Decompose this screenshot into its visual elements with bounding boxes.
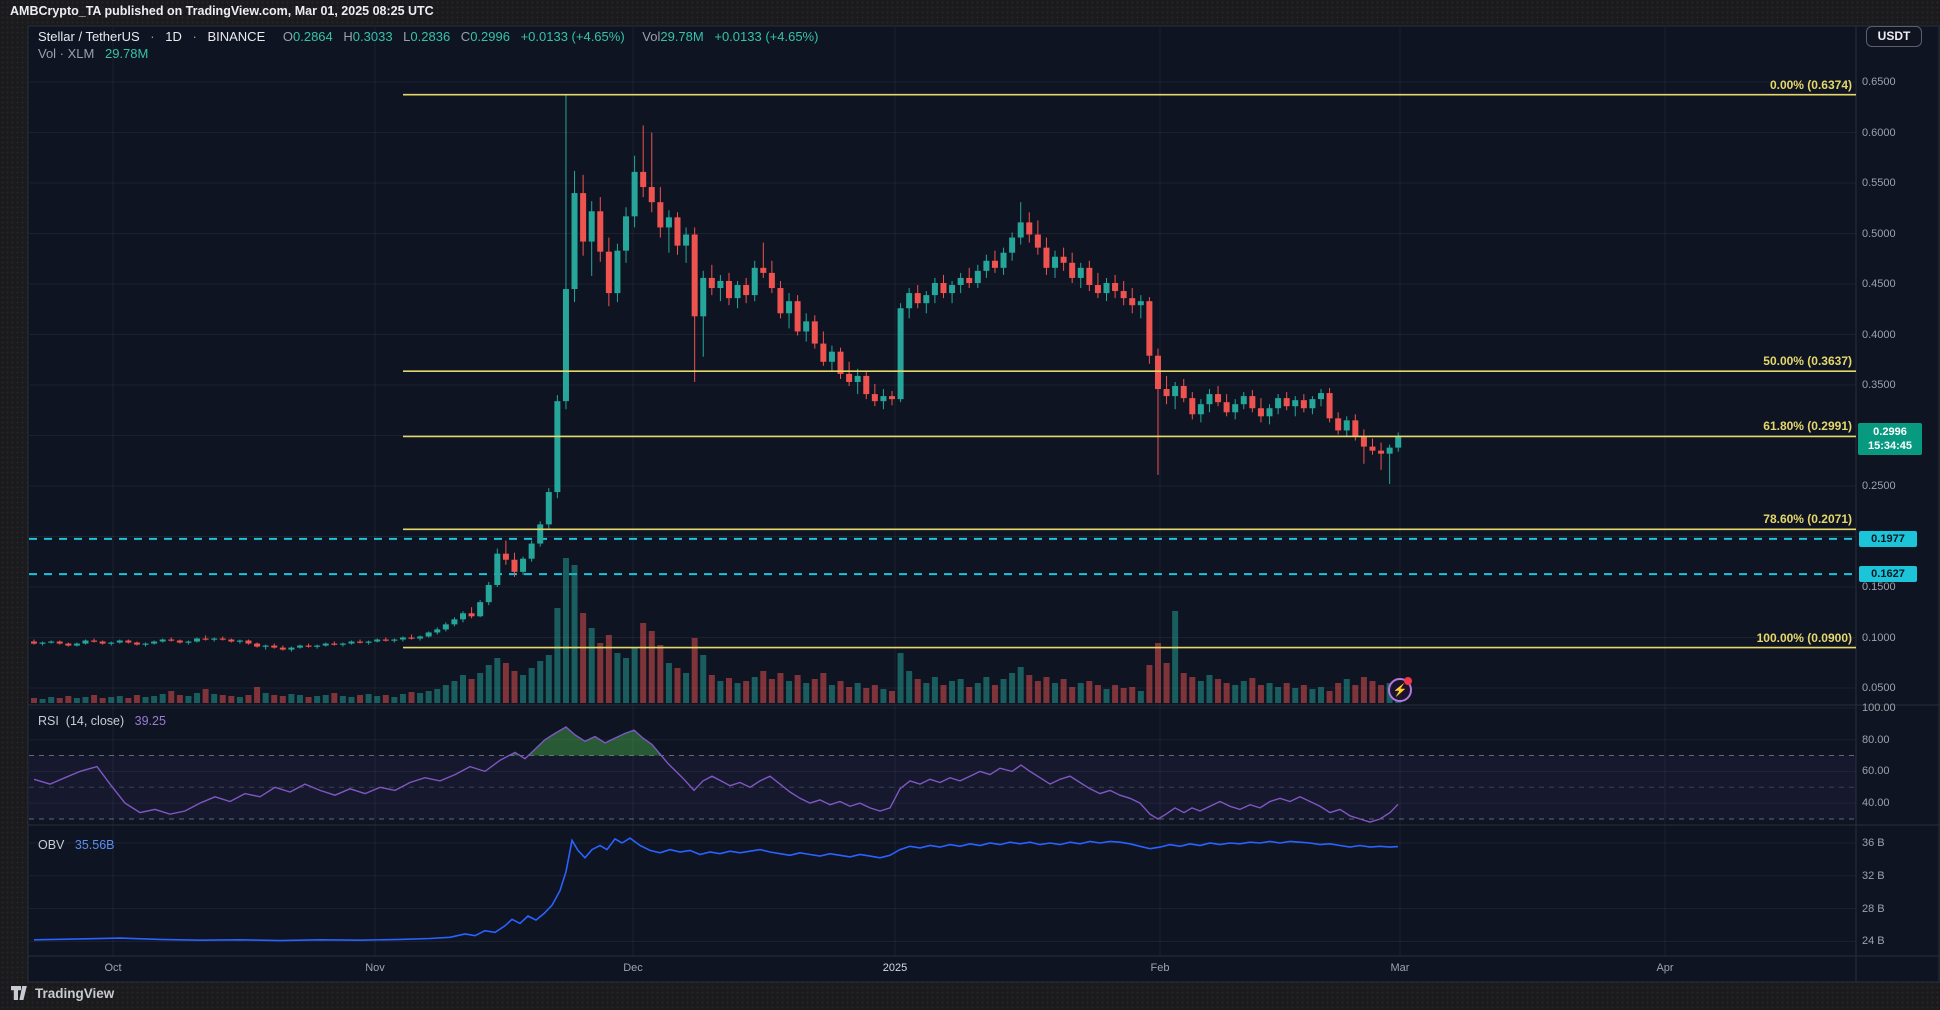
support-level-lines xyxy=(29,537,1856,576)
tradingview-logo-mark xyxy=(11,986,27,1000)
price-axis[interactable] xyxy=(1857,26,1940,956)
attribution-bar: AMBCrypto_TA published on TradingView.co… xyxy=(0,0,1940,23)
volume-bars xyxy=(31,558,1402,703)
gridlines xyxy=(29,27,1856,956)
rsi-panel xyxy=(29,726,1856,823)
candlesticks xyxy=(31,94,1402,652)
time-axis[interactable] xyxy=(28,957,1939,982)
tradingview-logo[interactable]: TradingView xyxy=(11,985,114,1001)
flash-events-icon[interactable]: ⚡ xyxy=(1388,678,1412,702)
attribution-text: AMBCrypto_TA published on TradingView.co… xyxy=(10,4,434,18)
obv-panel xyxy=(33,837,1399,942)
chart-frame xyxy=(27,25,1940,983)
fibonacci-lines xyxy=(403,93,1856,649)
pane-separators xyxy=(28,26,1939,982)
tradingview-logo-text: TradingView xyxy=(35,985,115,1001)
currency-unit-button[interactable]: USDT xyxy=(1866,26,1922,47)
